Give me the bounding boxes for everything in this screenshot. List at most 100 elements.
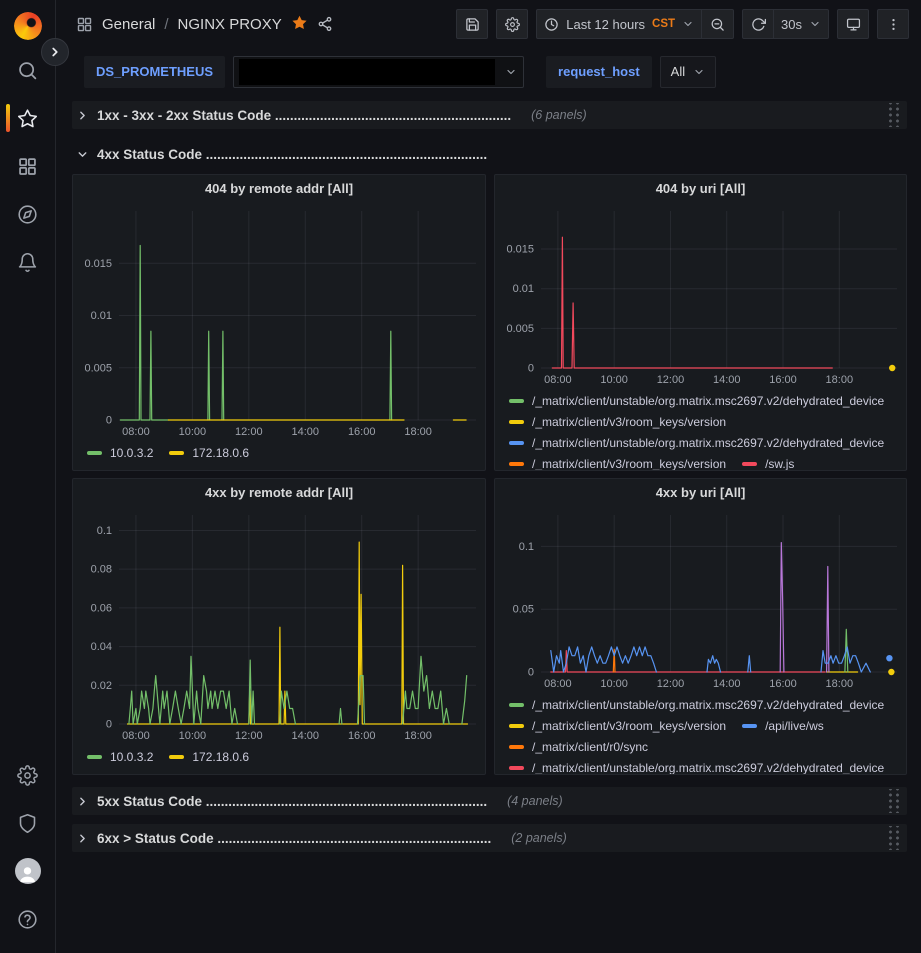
sidebar-item-server-admin[interactable] — [4, 799, 52, 847]
legend-item[interactable]: /api/live/ws — [742, 715, 824, 736]
legend-item[interactable]: /_matrix/client/r0/sync — [509, 736, 648, 757]
legend-swatch — [742, 461, 758, 466]
dashboard-row-5xx[interactable]: 5xx Status Code ........................… — [72, 787, 907, 815]
chart-canvas: 0 0.02 0.04 0.06 0.08 0.1 08:00 10:00 12:00 14:00… — [91, 515, 476, 742]
svg-text:0: 0 — [106, 719, 112, 731]
legend-item[interactable]: /_matrix/client/unstable/org.matrix.msc2… — [509, 694, 884, 715]
dashboard-settings-button[interactable] — [496, 9, 529, 39]
panel-chart[interactable]: 0 0.005 0.01 0.015 08:00 10:00 12:00 14:00 16:00… — [495, 203, 906, 388]
chart-canvas: 0 0.05 0.1 08:00 10:00 12:00 14:00 16:00 18:00 — [513, 515, 897, 690]
legend-item[interactable]: 10.0.3.2 — [87, 746, 153, 767]
main-area: General / NGINX PROXY — [56, 0, 921, 953]
variable-label[interactable]: request_host — [546, 55, 652, 88]
sidebar-item-configuration[interactable] — [4, 751, 52, 799]
legend-item[interactable]: 172.18.0.6 — [169, 442, 249, 463]
save-dashboard-button[interactable] — [456, 9, 489, 39]
breadcrumb-section[interactable]: General — [102, 15, 156, 33]
variable-value-dropdown[interactable] — [233, 55, 525, 88]
row-drag-handle[interactable] — [886, 789, 901, 813]
top-navbar: General / NGINX PROXY — [56, 0, 921, 48]
zoom-out-time-button[interactable] — [702, 9, 735, 39]
svg-text:14:00: 14:00 — [291, 730, 319, 742]
legend-swatch — [509, 702, 524, 707]
gear-icon — [504, 16, 520, 32]
sidebar-item-help[interactable] — [4, 895, 52, 943]
panel-title[interactable]: 404 by remote addr [All] — [204, 181, 354, 196]
dashboard-row-4xx[interactable]: 4xx Status Code ........................… — [72, 140, 907, 168]
panel-title[interactable]: 4xx by remote addr [All] — [204, 485, 354, 500]
zoom-out-icon — [710, 17, 725, 32]
grafana-logo-icon[interactable] — [13, 12, 42, 40]
dashboard-row-1xx-3xx-2xx[interactable]: 1xx - 3xx - 2xx Status Code ............… — [72, 101, 907, 129]
svg-text:18:00: 18:00 — [404, 426, 432, 438]
chevron-right-icon — [48, 45, 62, 59]
compass-icon — [17, 204, 38, 225]
sidebar-item-alerting[interactable] — [4, 238, 52, 286]
variable-request-host: request_host All — [546, 55, 717, 88]
legend-label: 172.18.0.6 — [192, 749, 250, 764]
legend-item[interactable]: /_matrix/client/v3/room_keys/version — [509, 715, 726, 736]
more-options-button[interactable] — [877, 9, 909, 39]
breadcrumb-separator: / — [164, 15, 169, 33]
svg-text:0: 0 — [528, 667, 534, 679]
svg-text:0.005: 0.005 — [84, 362, 112, 374]
tv-kiosk-mode-button[interactable] — [837, 9, 869, 39]
legend-item[interactable]: 10.0.3.2 — [87, 442, 153, 463]
gear-icon — [17, 764, 38, 786]
sidebar-item-search[interactable] — [4, 46, 52, 94]
svg-text:12:00: 12:00 — [657, 678, 685, 690]
save-icon — [465, 17, 480, 32]
legend-label: /_matrix/client/r0/sync — [532, 739, 649, 754]
timezone-label: CST — [652, 18, 676, 30]
refresh-interval-picker[interactable]: 30s — [774, 9, 829, 39]
row-drag-handle[interactable] — [886, 103, 901, 127]
breadcrumb-dashboard-title[interactable]: NGINX PROXY — [177, 15, 282, 33]
svg-text:0.02: 0.02 — [91, 680, 112, 692]
legend-item[interactable]: /_matrix/client/v3/room_keys/version — [509, 411, 726, 432]
legend-item[interactable]: /_matrix/client/unstable/org.matrix.msc2… — [509, 432, 884, 453]
sidebar-item-dashboards[interactable] — [4, 142, 52, 190]
legend-item[interactable]: /_matrix/client/v3/room_keys/version — [509, 453, 726, 470]
panel-chart[interactable]: 0 0.05 0.1 08:00 10:00 12:00 14:00 16:00 18:00 — [495, 507, 906, 692]
row-title: 5xx Status Code ........................… — [97, 793, 488, 809]
panel-chart[interactable]: 0 0.02 0.04 0.06 0.08 0.1 08:00 10:00 12:00 14:00… — [73, 507, 485, 744]
variable-value-dropdown[interactable]: All — [659, 55, 717, 88]
panel: 4xx by uri [All] 0 0.05 0.1 08:00 10:00 12:00 1… — [494, 478, 907, 775]
sidebar-expand-button[interactable] — [41, 38, 69, 66]
chevron-right-icon — [76, 109, 89, 122]
legend-swatch — [509, 398, 524, 403]
share-icon[interactable] — [317, 16, 333, 32]
refresh-interval-label: 30s — [781, 16, 802, 32]
sidebar-item-starred[interactable] — [4, 94, 52, 142]
variable-label[interactable]: DS_PROMETHEUS — [84, 55, 226, 88]
legend-label: /_matrix/client/unstable/org.matrix.msc2… — [532, 435, 885, 450]
legend-item[interactable]: /_matrix/client/unstable/org.matrix.msc2… — [509, 757, 884, 774]
svg-text:14:00: 14:00 — [291, 426, 319, 438]
refresh-button[interactable] — [742, 9, 775, 39]
dashboard-row-6xx[interactable]: 6xx > Status Code ......................… — [72, 824, 907, 852]
chevron-down-icon — [505, 66, 517, 78]
svg-text:10:00: 10:00 — [179, 730, 207, 742]
legend-item[interactable]: 172.18.0.6 — [169, 746, 249, 767]
favorite-star-icon[interactable] — [291, 14, 308, 35]
monitor-icon — [846, 17, 861, 32]
legend-swatch — [509, 440, 524, 445]
sidebar-item-profile[interactable] — [4, 847, 52, 895]
time-range-picker[interactable]: Last 12 hours CST — [536, 9, 703, 39]
legend-item[interactable]: /_matrix/client/unstable/org.matrix.msc2… — [509, 390, 884, 411]
dashboard-squares-icon — [76, 16, 93, 33]
row-title: 6xx > Status Code ......................… — [97, 830, 492, 846]
svg-text:0: 0 — [106, 415, 112, 427]
svg-text:16:00: 16:00 — [348, 426, 376, 438]
row-drag-handle[interactable] — [886, 826, 901, 850]
panel-chart[interactable]: 0 0.005 0.01 0.015 08:00 10:00 12:00 14:00 16:00… — [73, 203, 485, 440]
sidebar-item-explore[interactable] — [4, 190, 52, 238]
sidebar — [0, 0, 69, 953]
dashboard-toolbar: Last 12 hours CST 30s — [456, 9, 909, 39]
svg-text:10:00: 10:00 — [179, 426, 207, 438]
panel-title[interactable]: 404 by uri [All] — [655, 181, 746, 196]
legend-item[interactable]: /sw.js — [742, 453, 794, 470]
legend-swatch — [742, 723, 758, 728]
panel-title[interactable]: 4xx by uri [All] — [655, 485, 746, 500]
chart-canvas: 0 0.005 0.01 0.015 08:00 10:00 12:00 14:00 16:00… — [84, 211, 476, 438]
